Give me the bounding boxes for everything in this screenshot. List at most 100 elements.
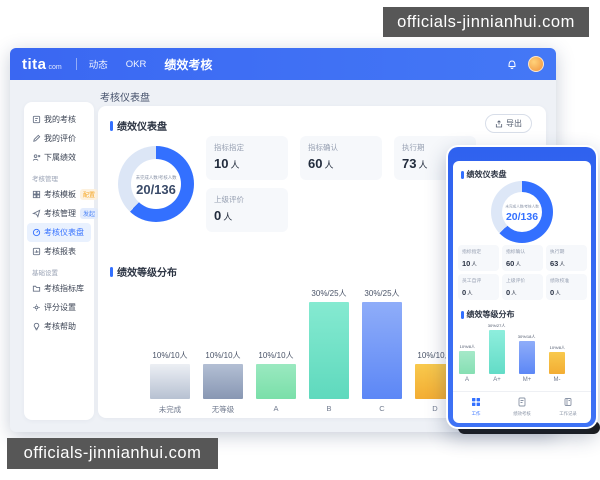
- sidebar-item-label: 考核模板: [44, 190, 76, 199]
- bar-category-label: C: [379, 404, 385, 413]
- header-right: [506, 56, 544, 72]
- bar-no-grade: [203, 364, 243, 399]
- bar-grade-a: [256, 364, 296, 399]
- bar-slot: 30%/25人 C: [362, 288, 402, 414]
- bar-category-label: A: [464, 377, 469, 383]
- phone-nav-work[interactable]: 工作: [453, 392, 499, 423]
- sidebar-item-review-template[interactable]: 考核模板 配置: [27, 185, 99, 204]
- sidebar-item-metric-library[interactable]: 考核指标库: [27, 279, 91, 298]
- sidebar-item-label: 考核指标库: [44, 284, 84, 293]
- logo-suffix: com: [48, 63, 62, 71]
- nav-label: 工作: [471, 410, 481, 416]
- nav-label: 工作记录: [559, 410, 577, 416]
- header-divider: [75, 58, 77, 70]
- section-accent-bar: [461, 310, 464, 319]
- bar-value-label: 10%/8人: [459, 344, 475, 349]
- donut-center-text: 未完成人数/考核人数 20/136: [118, 146, 194, 222]
- bar-grade-m-plus: [519, 341, 535, 374]
- bar-slot: 10%/10人 无等级: [203, 350, 243, 414]
- sidebar-item-label: 我的评价: [44, 134, 76, 143]
- bar-grade-a: [459, 351, 475, 374]
- bar-category-label: B: [326, 404, 332, 413]
- header-nav: 动态 OKR 绩效考核: [89, 56, 213, 73]
- section-accent-bar: [110, 266, 113, 277]
- page-title: 考核仪表盘: [100, 93, 150, 104]
- bar-grade-b: [309, 302, 349, 399]
- export-button[interactable]: 导出: [485, 114, 532, 133]
- sidebar-item-review-dashboard[interactable]: 考核仪表盘: [27, 223, 91, 242]
- donut-caption: 未完成人数/考核人数: [505, 204, 539, 209]
- user-avatar[interactable]: [528, 56, 544, 72]
- bar-value-label: 10%/10人: [258, 351, 294, 360]
- sidebar-item-subordinate-performance[interactable]: 下属绩效: [27, 148, 91, 167]
- stat-value: 0人: [506, 288, 517, 297]
- sidebar-item-review-help[interactable]: 考核帮助: [27, 317, 91, 336]
- bar-value-label: 30%/18人: [518, 334, 536, 339]
- bar-value-label: 30%/25人: [364, 289, 400, 298]
- document-icon: [518, 397, 526, 406]
- phone-nav-work-log[interactable]: 工作记录: [545, 392, 591, 423]
- section-accent-bar: [110, 120, 113, 131]
- sidebar-item-my-review[interactable]: 我的考核: [27, 110, 91, 129]
- sidebar-item-review-report[interactable]: 考核报表: [27, 242, 91, 261]
- stat-value: 0人: [462, 288, 473, 297]
- section-accent-bar: [461, 170, 464, 179]
- phone-nav-performance[interactable]: 绩效考核: [499, 392, 545, 423]
- send-icon: [32, 209, 41, 218]
- stat-value: 10人: [462, 259, 477, 268]
- tita-logo[interactable]: tita com: [22, 56, 62, 73]
- export-icon: [495, 119, 503, 127]
- pencil-icon: [33, 134, 41, 142]
- sidebar-item-my-evaluation[interactable]: 我的评价: [27, 129, 91, 148]
- phone-mockup: 绩效仪表盘 未完成人数/考核人数 20/136 指标指定 10人 指标确认 60…: [446, 145, 598, 429]
- section-title: 绩效仪表盘: [117, 122, 167, 133]
- bar-value-label: 10%/8人: [549, 345, 565, 350]
- people-icon: [32, 154, 41, 161]
- sidebar-item-label: 下属绩效: [44, 153, 76, 162]
- bar-grade-c: [362, 302, 402, 399]
- donut-center-text: 未完成人数/考核人数 20/136: [491, 181, 553, 243]
- export-label: 导出: [506, 119, 522, 128]
- grid-icon: [472, 397, 480, 406]
- sidebar-item-label: 考核报表: [44, 247, 76, 256]
- sidebar-section-manage: 考核管理: [32, 176, 58, 183]
- stat-label: 上级评价: [214, 195, 244, 204]
- bar-value-label: 10%/10人: [205, 351, 241, 360]
- bar-slot: 10%/8人 M-: [549, 342, 565, 385]
- sidebar-item-review-manage[interactable]: 考核管理 发起: [27, 204, 99, 223]
- bar-slot: 10%/10人 A: [256, 350, 296, 414]
- sidebar-item-label: 我的考核: [44, 115, 76, 124]
- phone-completion-donut-chart: 未完成人数/考核人数 20/136: [491, 181, 553, 243]
- nav-item-performance[interactable]: 绩效考核: [164, 57, 213, 72]
- folder-icon: [32, 285, 41, 292]
- notification-bell-icon[interactable]: [506, 58, 518, 70]
- bar-value-label: 30%/27人: [488, 323, 506, 328]
- stat-value: 73 人: [402, 156, 428, 171]
- stat-label: 指标指定: [462, 248, 482, 254]
- section-header-dashboard: 绩效仪表盘: [110, 118, 167, 133]
- bar-grade-a-plus: [489, 330, 505, 374]
- stat-card-self-review: 员工自评 0人: [458, 274, 499, 300]
- bar-category-label: M+: [522, 377, 532, 383]
- phone-frame: 绩效仪表盘 未完成人数/考核人数 20/136 指标指定 10人 指标确认 60…: [448, 147, 596, 427]
- phone-bottom-nav: 工作 绩效考核 工作记录: [453, 391, 591, 423]
- nav-item-feed[interactable]: 动态: [88, 60, 108, 71]
- phone-stage-stats-grid: 指标指定 10人 指标确认 60人 执行期 63人 员工自评 0人 上级评价: [458, 245, 587, 300]
- bar-slot: 10%/8人 A: [459, 341, 475, 385]
- nav-item-okr[interactable]: OKR: [125, 58, 147, 70]
- section-title: 绩效仪表盘: [466, 170, 507, 179]
- template-grid-icon: [32, 190, 41, 199]
- stat-label: 执行期: [402, 143, 425, 152]
- bar-slot: 30%/27人 A+: [488, 320, 506, 385]
- stat-label: 指标指定: [214, 143, 244, 152]
- stat-label: 上级评价: [506, 277, 526, 283]
- bar-category-label: A+: [493, 377, 501, 383]
- donut-caption: 未完成人数/考核人数: [135, 174, 177, 180]
- sidebar-item-score-settings[interactable]: 评分设置: [27, 298, 91, 317]
